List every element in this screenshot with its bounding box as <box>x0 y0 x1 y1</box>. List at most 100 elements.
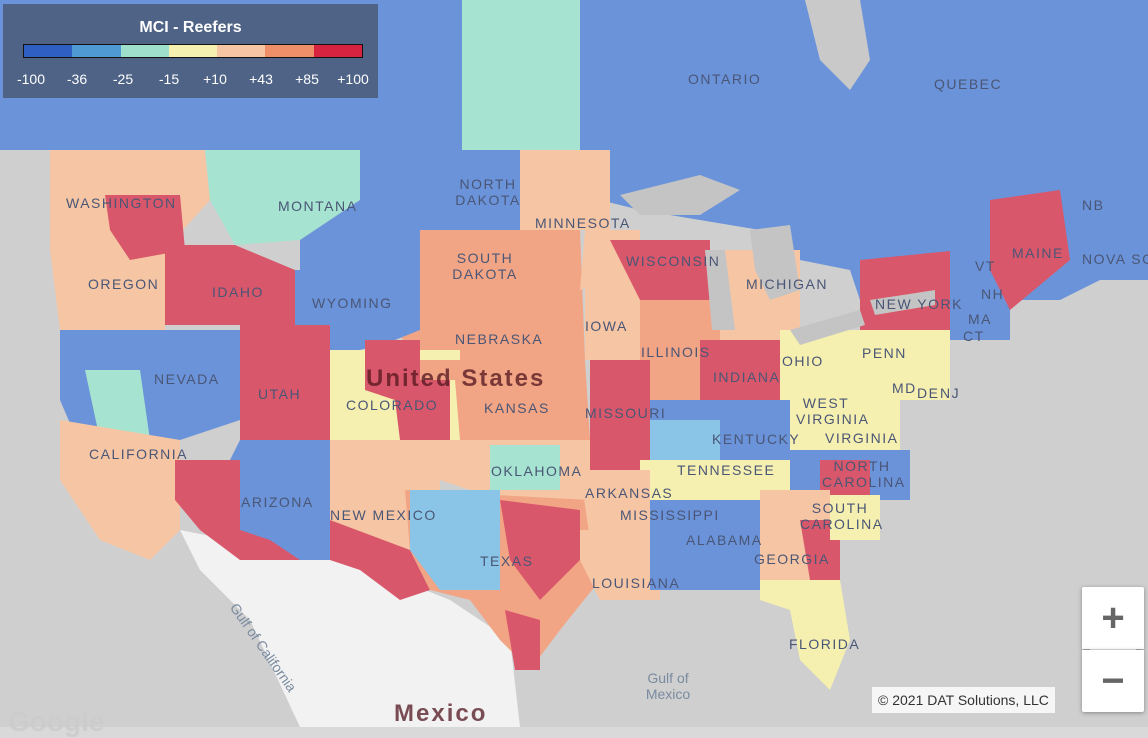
label-quebec: QUEBEC <box>934 76 1003 92</box>
legend-tick-label: +10 <box>203 71 227 87</box>
state-arkansas[interactable] <box>580 470 650 540</box>
label-mississippi: MISSISSIPPI <box>620 507 720 523</box>
state-oklahoma-teal[interactable] <box>490 445 560 490</box>
state-alabama[interactable] <box>700 500 760 590</box>
label-ohio: OHIO <box>782 353 824 369</box>
label-ma: MA <box>968 311 992 327</box>
state-wisconsin[interactable] <box>610 240 710 300</box>
state-virginia[interactable] <box>790 390 900 460</box>
label-gulf-of-mexico: Gulf of Mexico <box>645 670 691 702</box>
label-wyoming: WYOMING <box>312 295 393 311</box>
label-illinois: ILLINOIS <box>641 344 711 360</box>
legend-swatch <box>72 45 121 57</box>
label-oregon: OREGON <box>88 276 160 292</box>
label-south-carolina: SOUTH CAROLINA <box>800 500 884 532</box>
state-florida[interactable] <box>760 580 850 690</box>
google-logo: Google <box>8 706 105 737</box>
zoom-in-button[interactable]: + <box>1082 587 1144 649</box>
label-wisconsin: WISCONSIN <box>626 253 721 269</box>
label-georgia: GEORGIA <box>754 551 830 567</box>
state-maine[interactable] <box>990 190 1070 310</box>
state-kansas[interactable] <box>420 360 590 440</box>
state-nevada-teal[interactable] <box>85 370 150 440</box>
label-alabama: ALABAMA <box>686 532 763 548</box>
legend-swatch <box>168 45 218 57</box>
state-penn[interactable] <box>860 330 950 400</box>
legend-title: MCI - Reefers <box>139 19 242 36</box>
hudson-bay <box>805 0 870 90</box>
state-mississippi[interactable] <box>650 500 700 590</box>
label-maine: MAINE <box>1012 245 1064 261</box>
state-tennessee[interactable] <box>640 460 790 500</box>
label-oklahoma: OKLAHOMA <box>491 463 583 479</box>
label-vt: VT <box>975 258 996 274</box>
state-texas-red[interactable] <box>500 500 580 600</box>
legend-tick-label: -100 <box>16 71 46 87</box>
state-south-dakota-nebraska[interactable] <box>395 230 585 360</box>
state-arizona-red[interactable] <box>175 460 300 560</box>
label-nh: NH <box>981 286 1005 302</box>
legend-swatch <box>217 45 266 57</box>
legend-tick-label: +85 <box>295 71 319 87</box>
state-ohio[interactable] <box>780 330 860 400</box>
label-ontario: ONTARIO <box>688 71 762 87</box>
state-south-carolina[interactable] <box>830 495 880 540</box>
label-north-dakota: NORTH DAKOTA <box>455 176 521 208</box>
state-louisiana[interactable] <box>580 530 660 600</box>
legend-swatch <box>313 45 362 57</box>
label-texas: TEXAS <box>480 553 534 569</box>
label-missouri: MISSOURI <box>585 405 667 421</box>
zoom-out-button[interactable]: − <box>1082 650 1144 712</box>
label-colorado: COLORADO <box>346 397 439 413</box>
canada-teal-region <box>462 0 580 150</box>
label-united-states: United States <box>366 365 546 392</box>
label-indiana: INDIANA <box>713 369 781 385</box>
label-virginia: VIRGINIA <box>825 430 899 446</box>
state-new-york[interactable] <box>860 250 960 330</box>
state-washington-east[interactable] <box>105 195 185 260</box>
legend-tick-label: +100 <box>337 71 369 87</box>
label-washington: WASHINGTON <box>66 195 177 211</box>
label-kentucky: KENTUCKY <box>712 431 801 447</box>
zoom-divider <box>1090 649 1136 650</box>
label-idaho: IDAHO <box>212 284 264 300</box>
label-minnesota: MINNESOTA <box>535 215 631 231</box>
legend-swatch <box>265 45 314 57</box>
label-nevada: NEVADA <box>154 371 220 387</box>
legend-tick-label: -25 <box>112 71 134 87</box>
label-nj: NJ <box>940 385 961 401</box>
state-texas-south-red[interactable] <box>505 610 540 670</box>
label-florida: FLORIDA <box>789 636 861 652</box>
label-arizona: ARIZONA <box>241 494 314 510</box>
state-north-dakota-montana[interactable] <box>300 150 520 270</box>
label-montana: MONTANA <box>278 198 358 214</box>
state-kentucky-blue[interactable] <box>650 420 720 470</box>
state-colorado-red[interactable] <box>365 340 450 440</box>
label-tennessee: TENNESSEE <box>677 462 776 478</box>
label-nb: NB <box>1082 197 1105 213</box>
state-nc-red[interactable] <box>820 460 870 495</box>
label-arkansas: ARKANSAS <box>585 485 674 501</box>
state-missouri[interactable] <box>590 360 650 470</box>
state-montana[interactable] <box>205 150 360 245</box>
label-de: DE <box>917 385 940 401</box>
legend-tick-label: +43 <box>249 71 273 87</box>
state-utah[interactable] <box>240 325 330 440</box>
great-lakes <box>620 175 935 345</box>
state-idaho[interactable] <box>165 245 295 325</box>
state-california[interactable] <box>60 420 180 560</box>
state-texas-blue[interactable] <box>410 490 500 590</box>
label-nova-scotia: NOVA SC <box>1082 251 1148 267</box>
copyright-text: © 2021 DAT Solutions, LLC <box>872 687 1055 713</box>
legend-swatch <box>120 45 169 57</box>
label-mexico: Mexico <box>394 700 488 727</box>
label-kansas: KANSAS <box>484 400 550 416</box>
state-indiana-ohio[interactable] <box>700 340 780 410</box>
label-north-carolina: NORTH CAROLINA <box>822 458 906 490</box>
legend-tick-label: -15 <box>158 71 180 87</box>
legend-color-bar <box>23 44 363 58</box>
label-south-dakota: SOUTH DAKOTA <box>452 250 518 282</box>
legend-swatch <box>24 45 73 57</box>
state-new-mexico-red[interactable] <box>330 520 430 600</box>
